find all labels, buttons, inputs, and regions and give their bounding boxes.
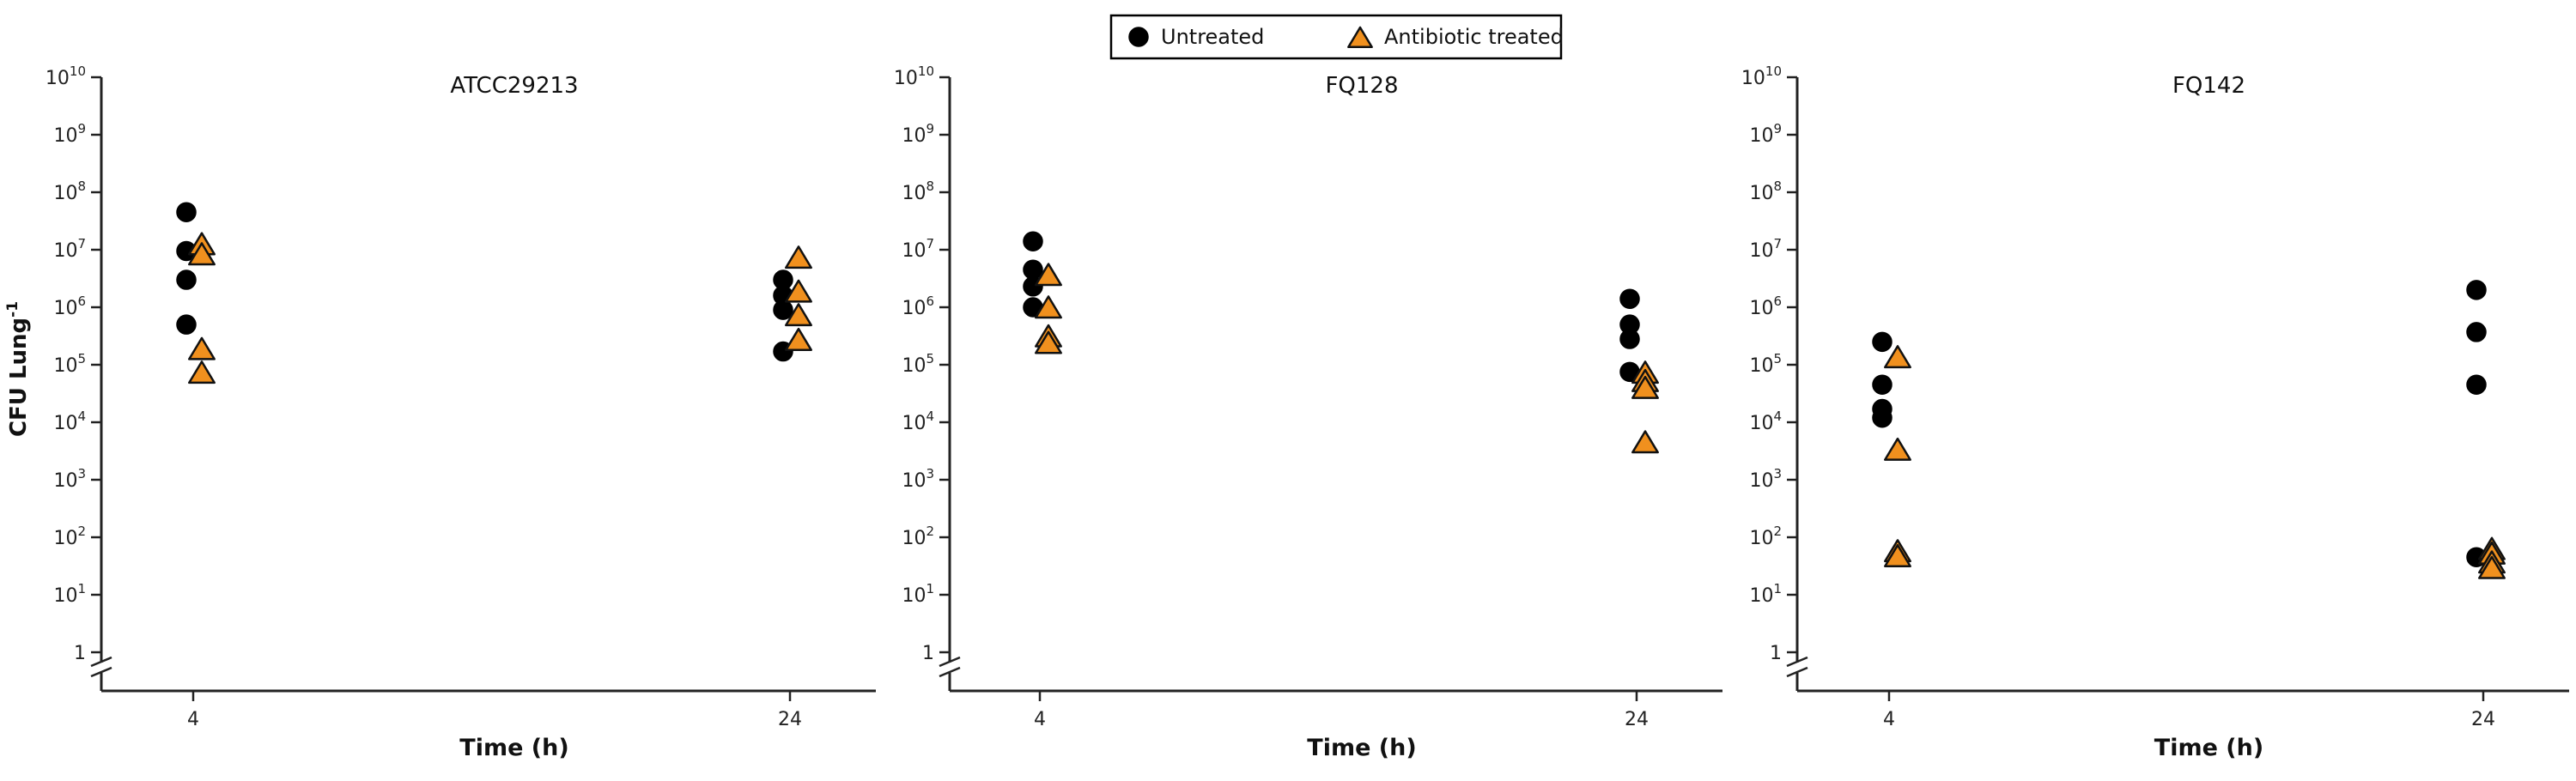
data-point-untreated [2466, 374, 2487, 395]
legend-circle-icon [1128, 27, 1149, 47]
chart-title: FQ128 [1325, 73, 1398, 99]
y-tick-label: 104 [1749, 409, 1782, 434]
data-points [176, 202, 812, 384]
data-point-antibiotic-treated [1035, 330, 1062, 354]
y-tick-label: 1010 [46, 64, 86, 89]
y-tick-label: 107 [53, 236, 86, 262]
data-point-untreated [176, 202, 197, 222]
data-point-antibiotic-treated [785, 303, 812, 327]
x-tick-label: 4 [1883, 709, 1895, 730]
y-tick-label: 102 [902, 524, 934, 549]
chart-title: ATCC29213 [450, 73, 578, 99]
legend-label-untreated: Untreated [1161, 25, 1264, 49]
y-tick-label: 1 [922, 643, 934, 664]
data-point-untreated [773, 300, 793, 320]
data-point-untreated [1619, 329, 1640, 349]
axis-break-mark [1786, 666, 1808, 678]
y-tick-label: 106 [1749, 294, 1782, 319]
data-point-untreated [1872, 331, 1893, 353]
y-tick-label: 1 [74, 643, 86, 664]
data-point-antibiotic-treated [785, 245, 812, 269]
x-tick-label: 24 [2471, 709, 2495, 730]
y-tick-label: 106 [53, 294, 86, 319]
axis-break-mark [90, 656, 112, 668]
x-tick-label: 24 [778, 709, 802, 730]
data-point-untreated [1023, 231, 1043, 251]
data-point-antibiotic-treated [1035, 295, 1062, 319]
y-tick-label: 1 [1770, 643, 1782, 664]
y-tick-label: 105 [53, 351, 86, 377]
y-tick-label: 104 [53, 409, 86, 434]
y-tick-label: 109 [902, 121, 934, 147]
y-tick-label: 105 [1749, 351, 1782, 377]
y-tick-label: 101 [902, 581, 934, 607]
x-axis-label: Time (h) [459, 735, 568, 761]
axis-break-mark [939, 666, 961, 678]
x-axis-label: Time (h) [2154, 735, 2263, 761]
data-points [1872, 280, 2506, 579]
x-axis-label: Time (h) [1307, 735, 1416, 761]
data-point-antibiotic-treated [188, 360, 216, 384]
y-axis-label: CFU Lung-1 [4, 301, 32, 437]
legend-label-antibiotic-treated: Antibiotic treated [1384, 25, 1564, 49]
y-tick-label: 107 [902, 236, 934, 262]
data-point-antibiotic-treated [188, 242, 216, 266]
y-tick-label: 101 [53, 581, 86, 607]
y-tick-label: 108 [902, 179, 934, 204]
axis-break-mark [1786, 656, 1808, 668]
y-tick-label: 101 [1749, 581, 1782, 607]
data-point-untreated [2466, 280, 2487, 300]
axis-break-mark [90, 666, 112, 678]
data-point-antibiotic-treated [188, 336, 216, 360]
data-point-antibiotic-treated [1631, 430, 1659, 454]
data-point-antibiotic-treated [1884, 543, 1911, 567]
chart-panel-3: FQ142 1 101 102 103 104 105 106 107 108 109 1010 4 24… [1741, 64, 2569, 761]
data-point-antibiotic-treated [1884, 345, 1911, 369]
y-tick-label: 103 [1749, 466, 1782, 492]
data-point-antibiotic-treated [1631, 375, 1659, 399]
y-tick-label: 104 [902, 409, 934, 434]
x-tick-label: 24 [1625, 709, 1649, 730]
data-point-antibiotic-treated [785, 327, 812, 351]
data-point-untreated [1872, 374, 1893, 395]
x-tick-label: 4 [1034, 709, 1046, 730]
y-tick-label: 105 [902, 351, 934, 377]
axis-break-mark [939, 656, 961, 668]
data-point-antibiotic-treated [785, 279, 812, 303]
y-tick-label: 102 [1749, 524, 1782, 549]
data-point-antibiotic-treated [1035, 263, 1062, 287]
y-tick-label: 1010 [894, 64, 934, 89]
chart-panel-2: FQ128 1 101 102 103 104 105 106 107 108 109 1010 4 24… [894, 64, 1722, 761]
chart-title: FQ142 [2172, 73, 2245, 99]
chart-panel-1: ATCC29213 1 101 102 103 104 105 106 107 108 109 101… [4, 64, 876, 761]
y-tick-label: 102 [53, 524, 86, 549]
y-tick-label: 106 [902, 294, 934, 319]
data-point-untreated [1619, 288, 1640, 309]
y-tick-label: 103 [902, 466, 934, 492]
y-tick-label: 109 [53, 121, 86, 147]
y-tick-label: 103 [53, 466, 86, 492]
x-tick-label: 4 [187, 709, 199, 730]
data-point-antibiotic-treated [1884, 437, 1911, 461]
y-tick-label: 107 [1749, 236, 1782, 262]
data-point-untreated [176, 314, 197, 335]
y-tick-label: 109 [1749, 121, 1782, 147]
data-point-untreated [1872, 407, 1893, 428]
data-point-untreated [2466, 322, 2487, 342]
legend: Untreated Antibiotic treated [1109, 14, 1564, 60]
data-point-untreated [176, 269, 197, 290]
data-point-antibiotic-treated [2478, 555, 2506, 579]
data-point-untreated [1023, 259, 1043, 280]
legend-triangle-icon [1347, 26, 1373, 48]
y-tick-label: 1010 [1741, 64, 1782, 89]
y-tick-label: 108 [1749, 179, 1782, 204]
y-tick-label: 108 [53, 179, 86, 204]
data-points [1023, 231, 1659, 454]
legend-box [1109, 14, 1563, 60]
